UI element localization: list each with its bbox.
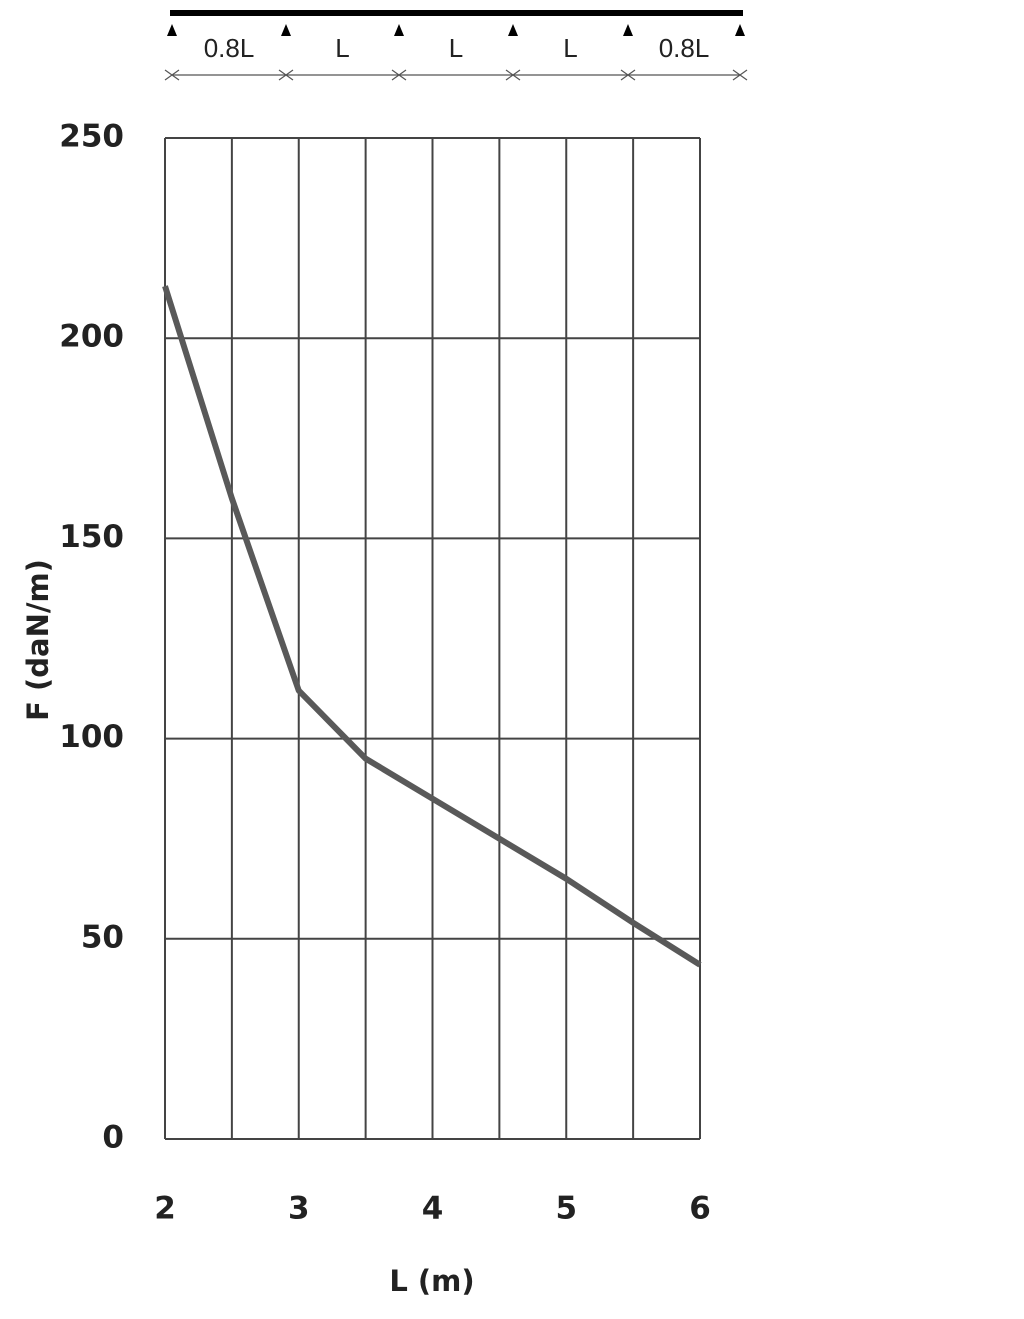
x-axis-label: L (m) <box>389 1264 474 1298</box>
y-axis-label: F (daN/m) <box>21 559 55 721</box>
x-tick-label: 5 <box>555 1191 577 1227</box>
support <box>394 24 404 36</box>
support <box>735 24 745 36</box>
y-tick-label: 150 <box>59 519 124 555</box>
span-label: L <box>563 33 577 63</box>
data-line <box>162 285 702 968</box>
arrow-head <box>278 69 294 81</box>
x-tick-label: 6 <box>689 1191 711 1227</box>
beam-diagram <box>170 10 743 76</box>
span-label: L <box>449 33 463 63</box>
support <box>167 24 177 36</box>
x-tick-label: 4 <box>422 1191 444 1227</box>
x-tick-label: 3 <box>288 1191 310 1227</box>
span-label: 0.8L <box>659 33 710 63</box>
y-tick-label: 100 <box>59 719 124 755</box>
arrow-head <box>391 69 407 81</box>
arrow-head <box>620 69 636 81</box>
y-tick-label: 50 <box>81 919 124 955</box>
support <box>508 24 518 36</box>
x-tick-label: 2 <box>154 1191 176 1227</box>
y-tick-label: 0 <box>102 1120 124 1156</box>
arrow-head <box>164 69 180 81</box>
support <box>623 24 633 36</box>
support <box>281 24 291 36</box>
y-tick-label: 200 <box>59 319 124 355</box>
arrow-head <box>732 69 748 81</box>
span-label: 0.8L <box>204 33 255 63</box>
span-label: L <box>335 33 349 63</box>
arrow-head <box>505 69 521 81</box>
y-tick-label: 250 <box>59 119 124 155</box>
